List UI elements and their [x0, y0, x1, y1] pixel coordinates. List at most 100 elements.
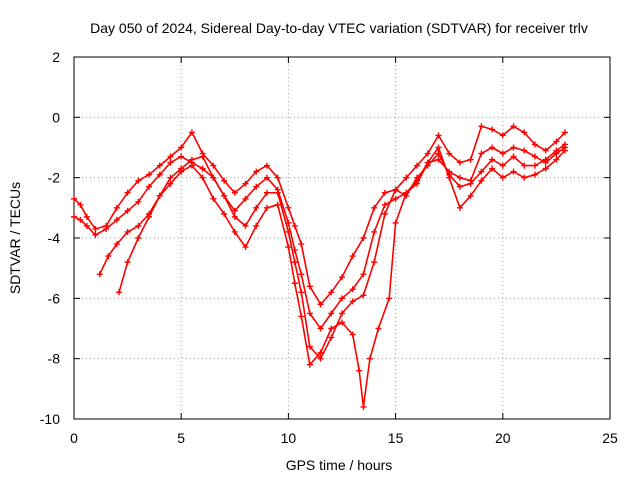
- y-tick-label: 2: [52, 49, 60, 65]
- data-point: [199, 153, 206, 160]
- data-point: [328, 334, 335, 341]
- data-point: [542, 147, 549, 154]
- data-point: [113, 204, 120, 211]
- data-point: [77, 201, 84, 208]
- data-point: [349, 286, 356, 293]
- data-point: [499, 162, 506, 169]
- data-point: [521, 147, 528, 154]
- data-point: [446, 150, 453, 157]
- data-point: [83, 222, 90, 229]
- y-axis-title: SDTVAR / TECUs: [7, 182, 23, 294]
- data-point: [392, 195, 399, 202]
- data-point: [366, 355, 373, 362]
- data-point: [392, 186, 399, 193]
- data-point: [456, 183, 463, 190]
- data-point: [146, 183, 153, 190]
- data-point: [521, 162, 528, 169]
- y-tick-label: -10: [40, 411, 60, 427]
- data-point: [285, 204, 292, 211]
- data-point: [188, 162, 195, 169]
- data-point: [263, 174, 270, 181]
- data-point: [146, 171, 153, 178]
- data-point: [435, 132, 442, 139]
- data-point: [499, 174, 506, 181]
- data-point: [135, 235, 142, 241]
- data-point: [113, 241, 120, 248]
- data-point: [531, 171, 538, 178]
- series-line: [118, 146, 566, 408]
- data-point: [156, 162, 163, 169]
- data-point: [199, 165, 206, 172]
- data-point: [435, 156, 442, 163]
- data-point: [306, 310, 313, 317]
- data-point: [210, 195, 217, 202]
- data-point: [510, 153, 517, 160]
- data-point: [553, 138, 560, 145]
- data-point: [188, 156, 195, 163]
- data-point: [392, 219, 399, 226]
- data-point: [274, 189, 281, 196]
- data-point: [414, 177, 421, 184]
- data-point: [113, 216, 120, 223]
- data-point: [386, 295, 393, 302]
- data-point: [306, 283, 313, 290]
- y-tick-label: -4: [48, 230, 61, 246]
- data-point: [83, 213, 90, 220]
- data-point: [298, 313, 305, 320]
- data-point: [317, 325, 324, 332]
- data-point: [242, 180, 249, 187]
- data-point: [381, 210, 388, 217]
- data-point: [467, 192, 474, 199]
- data-point: [456, 159, 463, 166]
- data-point: [531, 141, 538, 148]
- data-point: [467, 180, 474, 187]
- data-point: [210, 162, 217, 169]
- data-point: [156, 192, 163, 199]
- data-point: [360, 235, 367, 241]
- data-point: [403, 189, 410, 196]
- data-point: [424, 159, 431, 166]
- data-point: [221, 192, 228, 199]
- data-point: [167, 174, 174, 181]
- data-point: [489, 144, 496, 151]
- data-point: [542, 156, 549, 163]
- data-point: [414, 162, 421, 169]
- data-point: [274, 201, 281, 208]
- data-point: [210, 174, 217, 181]
- data-point: [456, 204, 463, 211]
- data-point: [381, 201, 388, 208]
- data-point: [553, 147, 560, 154]
- data-point: [178, 144, 185, 151]
- data-point: [371, 204, 378, 211]
- data-point: [135, 198, 142, 205]
- data-point: [253, 222, 260, 229]
- data-point: [446, 174, 453, 181]
- data-point: [403, 174, 410, 181]
- data-point: [105, 253, 112, 260]
- x-tick-label: 25: [602, 430, 618, 446]
- y-tick-label: -6: [48, 290, 61, 306]
- data-point: [306, 343, 313, 350]
- data-point: [467, 156, 474, 163]
- data-point: [92, 225, 99, 232]
- data-point: [231, 189, 238, 196]
- data-point: [231, 228, 238, 235]
- series-4: [116, 144, 568, 410]
- data-point: [371, 228, 378, 235]
- data-point: [298, 289, 305, 296]
- data-point: [253, 204, 260, 211]
- data-point: [478, 177, 485, 184]
- data-point: [291, 259, 298, 266]
- data-point: [231, 207, 238, 214]
- data-point: [253, 168, 260, 175]
- data-point: [285, 244, 292, 251]
- data-point: [135, 177, 142, 184]
- data-point: [124, 189, 131, 196]
- data-point: [360, 403, 367, 410]
- x-tick-label: 20: [495, 430, 511, 446]
- x-axis: 0 5 10 15 20 25: [70, 57, 618, 446]
- data-point: [306, 361, 313, 368]
- data-point: [92, 231, 99, 238]
- data-point: [274, 174, 281, 181]
- y-tick-label: -2: [48, 170, 61, 186]
